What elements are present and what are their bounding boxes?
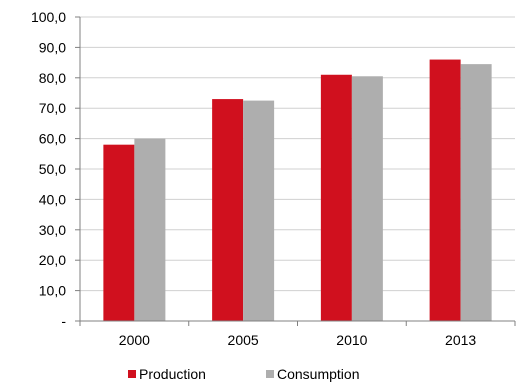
legend-swatch-consumption	[266, 370, 274, 378]
y-tick-label: 20,0	[39, 252, 66, 268]
x-tick-label: 2000	[119, 332, 150, 348]
bar-consumption-2010	[351, 76, 383, 321]
y-tick-label: 70,0	[39, 100, 66, 116]
legend: Production Consumption	[128, 366, 360, 382]
y-tick-label: 100,0	[31, 9, 66, 25]
y-tick-label: 60,0	[39, 131, 66, 147]
y-tick-label: 30,0	[39, 222, 66, 238]
bars	[103, 59, 492, 322]
y-tick-label: 90,0	[39, 39, 66, 55]
x-tick-label: 2013	[445, 332, 476, 348]
legend-label-production: Production	[139, 366, 206, 382]
y-tick-label: 10,0	[39, 283, 66, 299]
legend-label-consumption: Consumption	[277, 366, 360, 382]
legend-swatch-production	[128, 370, 136, 378]
y-axis-tick-labels: - 10,0 20,0 30,0 40,0 50,0 60,0 70,0 80,0 90,0 100…	[31, 9, 66, 329]
y-tick-label: 40,0	[39, 191, 66, 207]
bar-consumption-2005	[243, 100, 275, 321]
bar-production-2000	[103, 144, 135, 321]
bar-production-2013	[429, 59, 461, 322]
x-axis-tick-labels: 2000 2005 2010 2013	[119, 332, 477, 348]
y-tick-label: -	[61, 313, 66, 329]
bar-production-2005	[212, 99, 244, 321]
x-tick-label: 2005	[228, 332, 259, 348]
y-tick-label: 80,0	[39, 70, 66, 86]
bar-production-2010	[320, 74, 352, 321]
bar-consumption-2000	[134, 138, 166, 321]
x-tick-label: 2010	[336, 332, 367, 348]
axes	[75, 16, 516, 326]
y-tick-label: 50,0	[39, 161, 66, 177]
bar-consumption-2013	[460, 64, 492, 322]
